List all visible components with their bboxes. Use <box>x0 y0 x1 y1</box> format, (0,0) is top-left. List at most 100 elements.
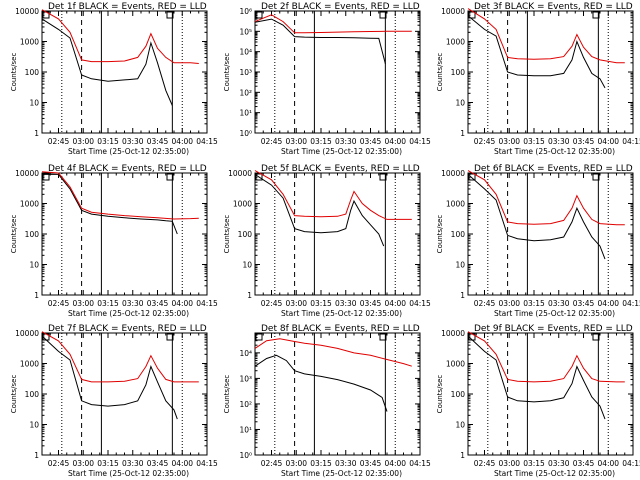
y-tick-label: 10 <box>29 99 39 108</box>
x-tick-label: 03:45 <box>573 299 595 308</box>
x-tick-label: 03:15 <box>310 137 332 146</box>
series-lld-line <box>254 338 412 367</box>
legend-box <box>468 11 476 19</box>
y-tick-label: 10⁰ <box>239 451 252 460</box>
y-tick-label: 1 <box>34 291 39 300</box>
chart-panel: Det 9f BLACK = Events, RED = LLD 1 10 100 10… <box>436 324 640 478</box>
x-axis-label: Start Time (25-Oct-12 02:35:00) <box>494 147 615 156</box>
x-tick-label: 04:15 <box>622 137 640 146</box>
y-axis-label: Counts/sec <box>10 375 18 414</box>
x-tick-label: 03:15 <box>97 459 119 468</box>
x-tick-label: 03:15 <box>97 137 119 146</box>
legend-box <box>379 11 387 19</box>
y-tick-label: 100 <box>451 230 466 239</box>
x-tick-label: 03:45 <box>147 137 169 146</box>
series-lld-line <box>41 9 199 64</box>
x-tick-label: 03:45 <box>360 459 382 468</box>
y-axis-label: Counts/sec <box>223 375 231 414</box>
y-tick-label: 10⁴ <box>239 48 252 57</box>
y-tick-label: 10 <box>242 261 252 270</box>
x-tick-label: 02:45 <box>474 137 496 146</box>
legend-box <box>468 173 476 181</box>
chart-panel: Det 5f BLACK = Events, RED = LLD 1 10 100 10… <box>223 164 431 318</box>
chart-panel: Det 7f BLACK = Events, RED = LLD 1 10 100 10… <box>10 324 218 478</box>
y-tick-label: 1 <box>460 129 465 138</box>
legend-box <box>255 11 263 19</box>
y-tick-label: 10 <box>29 421 39 430</box>
x-tick-label: 03:15 <box>523 299 545 308</box>
x-tick-label: 04:15 <box>196 459 218 468</box>
x-tick-label: 03:00 <box>285 137 307 146</box>
x-tick-label: 04:15 <box>409 459 431 468</box>
series-events-line <box>41 18 173 106</box>
y-tick-label: 10000 <box>441 329 465 338</box>
x-tick-label: 04:00 <box>171 459 193 468</box>
y-axis-label: Counts/sec <box>10 53 18 92</box>
x-tick-label: 04:00 <box>384 137 406 146</box>
x-tick-label: 03:00 <box>498 137 520 146</box>
x-axis-label: Start Time (25-Oct-12 02:35:00) <box>68 469 189 478</box>
legend-box <box>379 173 387 181</box>
chart-panel: Det 4f BLACK = Events, RED = LLD 1 10 100 10… <box>10 164 218 318</box>
x-axis-label: Start Time (25-Oct-12 02:35:00) <box>494 309 615 318</box>
series-events-line <box>254 173 385 247</box>
y-tick-label: 10000 <box>228 169 252 178</box>
chart-title: Det 4f BLACK = Events, RED = LLD <box>48 164 207 174</box>
y-tick-label: 1000 <box>20 200 39 209</box>
x-tick-label: 04:00 <box>597 137 619 146</box>
chart-title: Det 5f BLACK = Events, RED = LLD <box>261 164 420 174</box>
x-tick-label: 03:45 <box>147 459 169 468</box>
x-tick-label: 03:30 <box>335 137 357 146</box>
x-tick-label: 03:45 <box>573 137 595 146</box>
y-tick-label: 10¹ <box>239 109 252 118</box>
y-tick-label: 10 <box>455 421 465 430</box>
y-tick-label: 1000 <box>20 360 39 369</box>
chart-panel: Det 6f BLACK = Events, RED = LLD 1 10 100 10… <box>436 164 640 318</box>
y-tick-label: 1000 <box>446 38 465 47</box>
x-tick-label: 03:15 <box>523 459 545 468</box>
chart-title: Det 6f BLACK = Events, RED = LLD <box>474 164 633 174</box>
x-axis-label: Start Time (25-Oct-12 02:35:00) <box>68 147 189 156</box>
chart-panel: Det 1f BLACK = Events, RED = LLD 1 10 100 10… <box>10 2 218 156</box>
y-tick-label: 1000 <box>20 38 39 47</box>
series-events-line <box>467 335 606 420</box>
x-tick-label: 02:45 <box>261 137 283 146</box>
y-tick-label: 10000 <box>441 169 465 178</box>
y-tick-label: 1000 <box>446 360 465 369</box>
y-tick-label: 1 <box>34 451 39 460</box>
x-tick-label: 04:00 <box>384 459 406 468</box>
chart-title: Det 8f BLACK = Events, RED = LLD <box>261 324 420 334</box>
x-axis-label: Start Time (25-Oct-12 02:35:00) <box>281 469 402 478</box>
x-tick-label: 02:45 <box>474 299 496 308</box>
x-tick-label: 03:30 <box>122 299 144 308</box>
chart-panel: Det 2f BLACK = Events, RED = LLD 10⁰ 10¹ 10… <box>223 2 431 156</box>
x-tick-label: 03:00 <box>72 137 94 146</box>
y-tick-label: 10⁴ <box>239 349 252 358</box>
x-tick-label: 04:00 <box>597 459 619 468</box>
y-tick-label: 100 <box>451 390 466 399</box>
legend-box <box>379 333 387 341</box>
chart-title: Det 1f BLACK = Events, RED = LLD <box>48 2 207 12</box>
x-tick-label: 03:00 <box>285 299 307 308</box>
y-tick-label: 10³ <box>239 68 252 77</box>
legend-box <box>166 333 174 341</box>
y-tick-label: 1 <box>34 129 39 138</box>
legend-box <box>592 11 600 19</box>
x-tick-label: 04:00 <box>171 299 193 308</box>
chart-title: Det 7f BLACK = Events, RED = LLD <box>48 324 207 334</box>
x-tick-label: 03:00 <box>498 299 520 308</box>
x-tick-label: 04:15 <box>409 299 431 308</box>
x-tick-label: 03:45 <box>360 137 382 146</box>
y-tick-label: 1 <box>460 291 465 300</box>
series-events-line <box>254 354 388 412</box>
x-tick-label: 02:45 <box>261 299 283 308</box>
x-tick-label: 04:15 <box>622 459 640 468</box>
y-tick-label: 10¹ <box>239 425 252 434</box>
y-tick-label: 100 <box>25 390 40 399</box>
legend-box <box>592 173 600 181</box>
y-tick-label: 10000 <box>441 7 465 16</box>
x-axis-label: Start Time (25-Oct-12 02:35:00) <box>281 147 402 156</box>
y-tick-label: 10⁶ <box>239 7 252 16</box>
chart-panel: Det 3f BLACK = Events, RED = LLD 1 10 100 10… <box>436 2 640 156</box>
